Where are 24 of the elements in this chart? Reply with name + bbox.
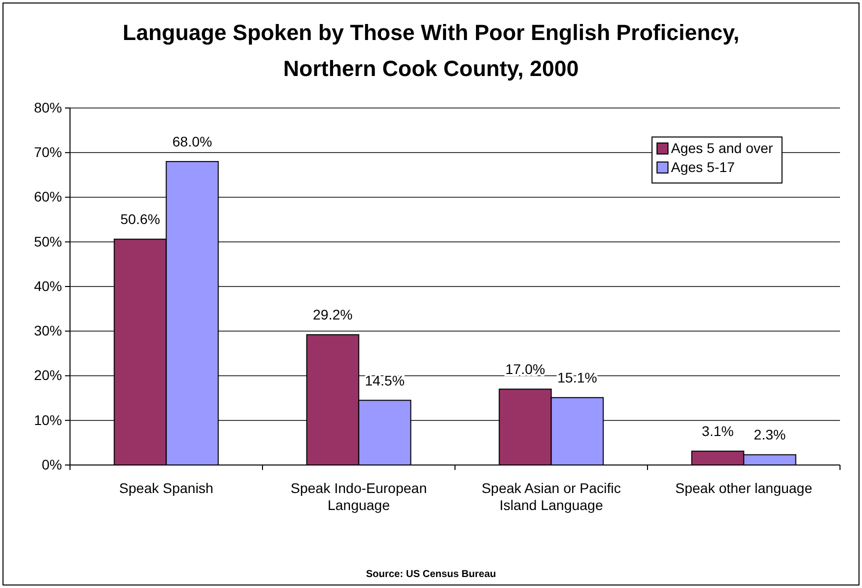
x-tick-label: Speak other language	[675, 480, 812, 496]
y-tick-label: 60%	[34, 188, 62, 205]
data-label: 17.0%	[505, 361, 546, 378]
source-note: Source: US Census Bureau	[366, 569, 496, 580]
data-label: 50.6%	[120, 211, 160, 228]
y-tick-label: 70%	[34, 144, 62, 160]
data-label: 29.2%	[312, 306, 353, 323]
data-label: 14.5%	[364, 372, 405, 388]
x-tick-label: Speak Spanish	[119, 480, 214, 496]
chart-title: Language Spoken by Those With Poor English Proficiency, Northern Cook County, 2000	[122, 20, 740, 81]
y-tick-label: 30%	[34, 322, 62, 339]
y-tick-label: 40%	[34, 278, 62, 294]
y-tick-label: 0%	[42, 456, 62, 472]
data-label: 68.0%	[172, 134, 212, 150]
y-tick-label: 50%	[34, 233, 62, 250]
data-label: 2.3%	[754, 426, 786, 443]
y-tick-label: 80%	[34, 99, 62, 116]
legend-label: Ages 5-17	[671, 159, 736, 175]
y-tick-label: 20%	[34, 367, 62, 384]
x-tick-label: Speak Asian or Pacific Island Language	[482, 480, 621, 513]
legend-label: Ages 5 and over	[671, 140, 774, 156]
x-tick-label: Speak Indo-European Language	[290, 480, 427, 513]
y-tick-label: 10%	[34, 412, 62, 428]
data-label: 3.1%	[702, 423, 734, 440]
